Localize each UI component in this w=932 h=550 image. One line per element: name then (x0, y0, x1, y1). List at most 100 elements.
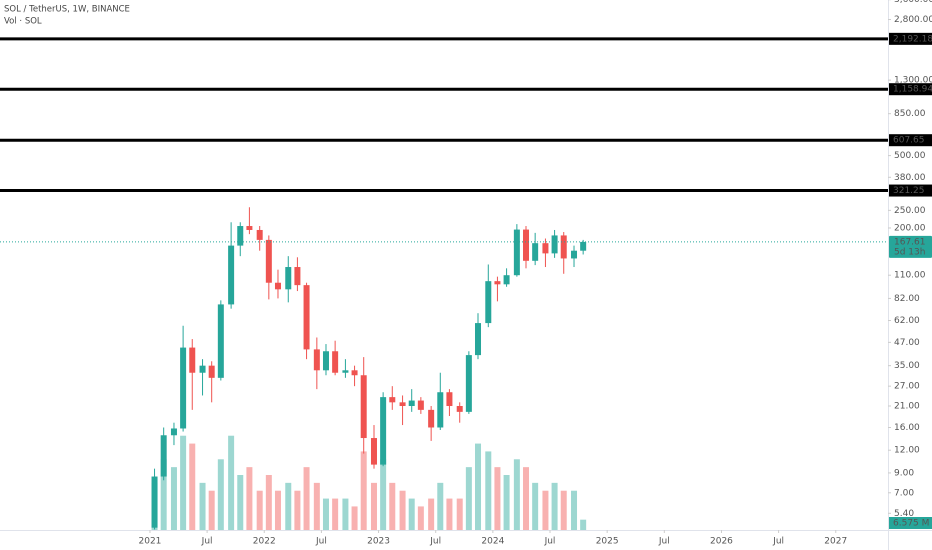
volume-bar (303, 467, 310, 530)
candle-body (513, 229, 520, 276)
volume-bar (199, 482, 206, 530)
volume-bar (380, 459, 387, 530)
x-tick-label: 2024 (481, 537, 504, 547)
volume-bar (417, 506, 424, 530)
candle-body (360, 375, 367, 439)
candle-body (523, 229, 530, 261)
candle-body (208, 365, 215, 378)
x-tick-label: 2025 (596, 537, 619, 547)
last-price-box (889, 235, 932, 258)
candle-body (246, 226, 253, 230)
candle-body (475, 323, 482, 356)
volume-bar (485, 451, 492, 530)
volume-bar (571, 490, 578, 530)
candle-body (542, 243, 549, 254)
y-tick-label: 5.40 (894, 509, 914, 519)
volume-bar (208, 490, 215, 530)
x-tick-label: 2027 (824, 537, 847, 547)
candle-body (408, 400, 415, 407)
candle-body (237, 226, 244, 246)
volume-bar (285, 482, 292, 530)
candle-body (446, 392, 453, 407)
countdown-label: 5d 13h (894, 247, 925, 257)
y-tick-label: 110.00 (894, 271, 926, 281)
level-box (889, 32, 932, 45)
y-tick-label: 1,300.00 (894, 76, 932, 86)
volume-title: Vol · SOL (4, 17, 42, 27)
y-tick-label: 62.00 (894, 316, 920, 326)
volume-bar (494, 467, 501, 530)
candle-body (571, 250, 578, 259)
y-tick-label: 200.00 (894, 223, 926, 233)
candle-body (417, 400, 424, 410)
volume-bar (437, 482, 444, 530)
y-tick-label: 21.00 (894, 402, 920, 412)
volume-bar (342, 498, 349, 530)
y-tick-label: 3,600.00 (894, 0, 932, 5)
y-tick-label: 380.00 (894, 173, 926, 183)
volume-bar (294, 490, 301, 530)
candle-body (313, 349, 320, 371)
volume-bar (217, 459, 224, 530)
volume-bar (389, 482, 396, 530)
x-tick-label: 2021 (139, 537, 162, 547)
level-box (889, 83, 932, 96)
volume-bar (351, 506, 358, 530)
x-tick-label: 2022 (253, 537, 276, 547)
volume-bar (246, 467, 253, 530)
x-tick-label: 2023 (367, 537, 390, 547)
volume-bar (580, 519, 587, 530)
candle-body (217, 304, 224, 378)
volume-bar (322, 498, 329, 530)
volume-bar (513, 459, 520, 530)
candle-body (351, 370, 358, 376)
volume-bar (170, 467, 177, 530)
volume-bar (456, 498, 463, 530)
candle-body (580, 241, 587, 251)
y-tick-label: 500.00 (894, 151, 926, 161)
volume-bar (370, 482, 377, 530)
level-label: 321.25 (893, 186, 925, 196)
y-tick-label: 250.00 (894, 206, 926, 216)
candle-body (256, 229, 263, 240)
volume-bar (180, 435, 187, 530)
y-tick-label: 27.00 (894, 382, 920, 392)
candle-body (389, 397, 396, 403)
candle-body (294, 267, 301, 286)
candle-body (456, 406, 463, 412)
candle-body (265, 239, 272, 283)
volume-bar (274, 490, 281, 530)
volume-bar (542, 490, 549, 530)
volume-bar (532, 482, 539, 530)
candle-body (342, 370, 349, 373)
volume-bar (189, 443, 196, 530)
candle-body (332, 351, 339, 373)
candle-body (303, 285, 310, 350)
candle-body (370, 438, 377, 465)
volume-label-box (889, 517, 932, 529)
candle-body (399, 402, 406, 407)
y-tick-label: 82.00 (894, 294, 920, 304)
candle-body (170, 428, 177, 436)
candle-body (532, 243, 539, 261)
y-tick-label: 9.00 (894, 468, 914, 478)
y-tick-label: 35.00 (894, 361, 920, 371)
y-tick-label: 2,800.00 (894, 15, 932, 25)
volume-bar (408, 498, 415, 530)
candle-body (380, 397, 387, 465)
x-tick-label: Jul (429, 537, 441, 547)
candle-body (151, 476, 158, 528)
candle-body (428, 409, 435, 428)
candle-body (485, 281, 492, 324)
volume-bar (428, 498, 435, 530)
y-tick-label: 47.00 (894, 338, 920, 348)
volume-bar (265, 475, 272, 530)
volume-bar (551, 482, 558, 530)
y-tick-label: 850.00 (894, 109, 926, 119)
x-tick-label: Jul (772, 537, 784, 547)
x-tick-label: Jul (658, 537, 670, 547)
x-tick-label: 2026 (710, 537, 733, 547)
volume-bar (465, 467, 472, 530)
